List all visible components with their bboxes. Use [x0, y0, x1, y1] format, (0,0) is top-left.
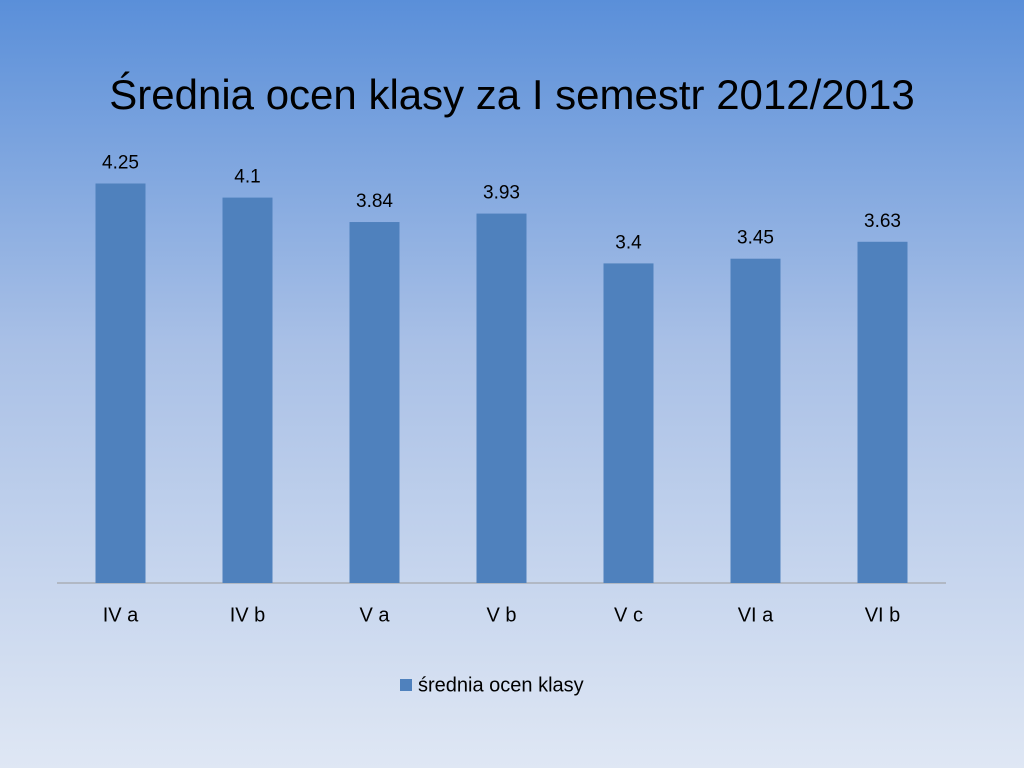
- bar: [349, 222, 400, 584]
- data-label: 3.45: [737, 228, 774, 249]
- bar: [222, 197, 273, 583]
- x-tick-label: IV b: [230, 604, 266, 626]
- x-tick-label: V a: [359, 604, 390, 626]
- x-tick-label: IV a: [103, 604, 139, 626]
- x-tick-label: V c: [614, 604, 643, 626]
- x-tick-label: VI b: [865, 604, 901, 626]
- bar: [603, 263, 654, 583]
- bar: [476, 213, 527, 583]
- data-label: 3.4: [615, 232, 642, 253]
- bar: [95, 183, 146, 583]
- x-tick-label: VI a: [738, 604, 774, 626]
- data-label: 3.63: [864, 211, 901, 232]
- x-tick-label: V b: [486, 604, 516, 626]
- data-label: 3.93: [483, 183, 520, 204]
- chart-title: Średnia ocen klasy za I semestr 2012/201…: [109, 70, 914, 118]
- data-label: 4.25: [102, 153, 139, 174]
- legend-swatch: [400, 679, 412, 691]
- legend-label: średnia ocen klasy: [418, 674, 584, 696]
- data-label: 4.1: [234, 167, 260, 188]
- bar: [857, 241, 908, 583]
- data-label: 3.84: [356, 191, 393, 212]
- bar: [730, 258, 781, 583]
